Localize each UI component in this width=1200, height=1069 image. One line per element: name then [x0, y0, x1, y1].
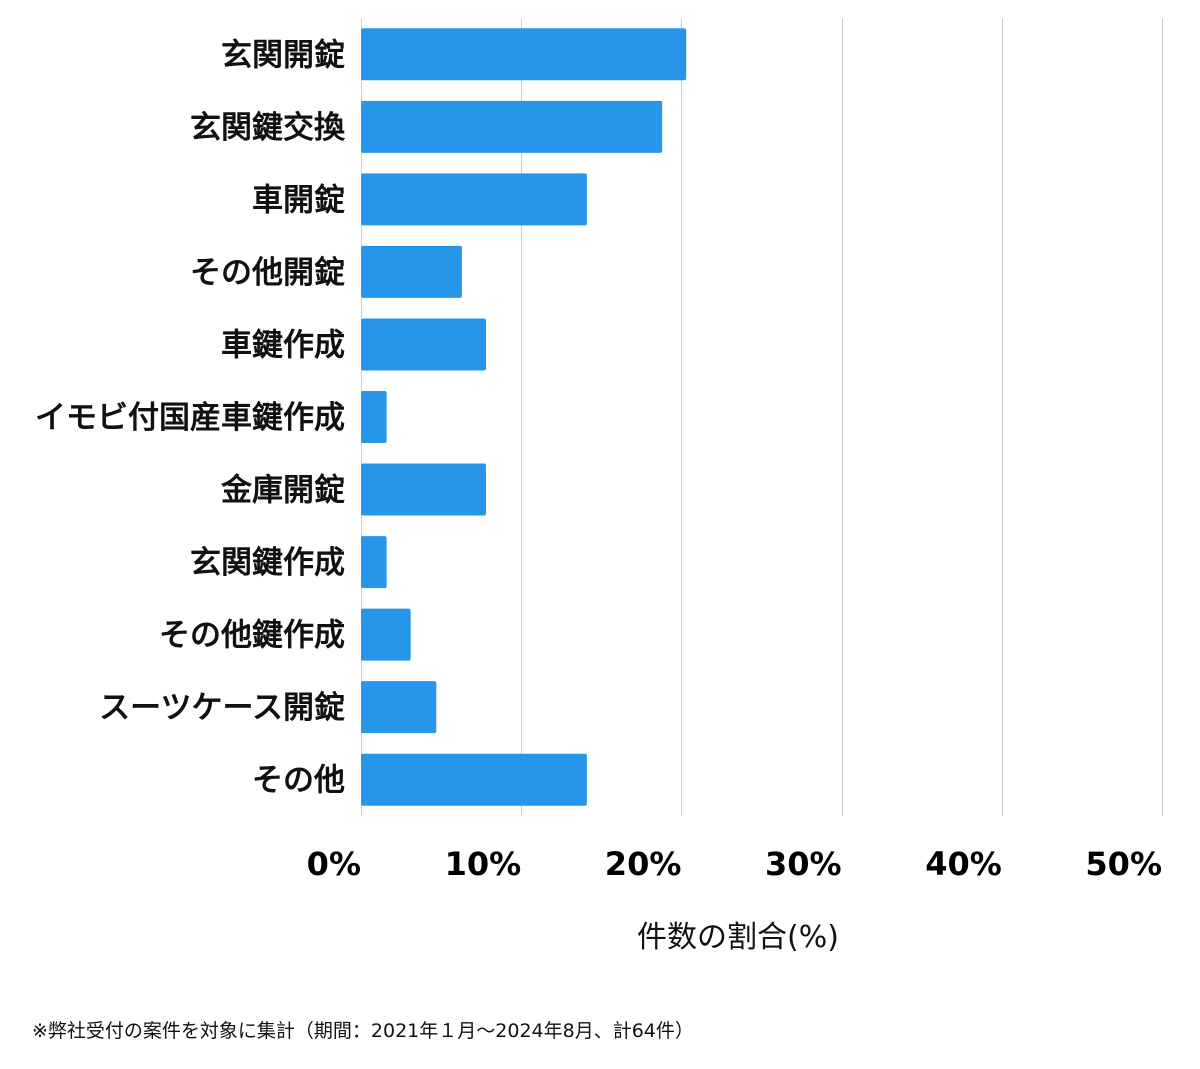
- bar: [361, 245, 462, 298]
- category-label: 玄関開錠: [221, 37, 345, 73]
- category-label: 玄関鍵交換: [190, 110, 346, 146]
- x-tick-labels: 0% 10% 20% 30% 40% 50%: [307, 845, 1162, 883]
- bar: [361, 681, 437, 734]
- category-label: 玄関鍵作成: [190, 545, 345, 581]
- x-tick-label: 50%: [1085, 845, 1162, 883]
- category-label: その他開錠: [190, 255, 345, 291]
- category-label: イモビ付国産車鍵作成: [35, 400, 345, 436]
- category-label: その他: [252, 763, 345, 799]
- bar: [361, 463, 486, 516]
- x-tick-label: 0%: [307, 845, 361, 883]
- bar-chart: 玄関開錠玄関鍵交換車開錠その他開錠車鍵作成イモビ付国産車鍵作成金庫開錠玄関鍵作成…: [35, 18, 1163, 955]
- x-axis-title: 件数の割合(%): [637, 920, 839, 955]
- category-label: 車開錠: [252, 182, 345, 218]
- bar: [361, 753, 587, 806]
- x-tick-label: 10%: [445, 845, 522, 883]
- bar: [361, 536, 387, 589]
- x-tick-label: 30%: [765, 845, 842, 883]
- bar: [361, 318, 486, 371]
- x-tick-label: 40%: [925, 845, 1002, 883]
- bar: [361, 28, 687, 81]
- category-label: スーツケース開錠: [99, 690, 345, 726]
- footnote: ※弊社受付の案件を対象に集計（期間：2021年１月～2024年8月、計64件）: [32, 1020, 694, 1042]
- category-labels: 玄関開錠玄関鍵交換車開錠その他開錠車鍵作成イモビ付国産車鍵作成金庫開錠玄関鍵作成…: [35, 37, 346, 798]
- bar: [361, 173, 587, 226]
- category-label: 金庫開錠: [220, 473, 345, 509]
- bars: [361, 28, 687, 806]
- bar: [361, 391, 387, 443]
- bar: [361, 100, 663, 153]
- category-label: その他鍵作成: [159, 618, 345, 654]
- category-label: 車鍵作成: [221, 327, 345, 363]
- bar: [361, 608, 411, 661]
- x-tick-label: 20%: [605, 845, 682, 883]
